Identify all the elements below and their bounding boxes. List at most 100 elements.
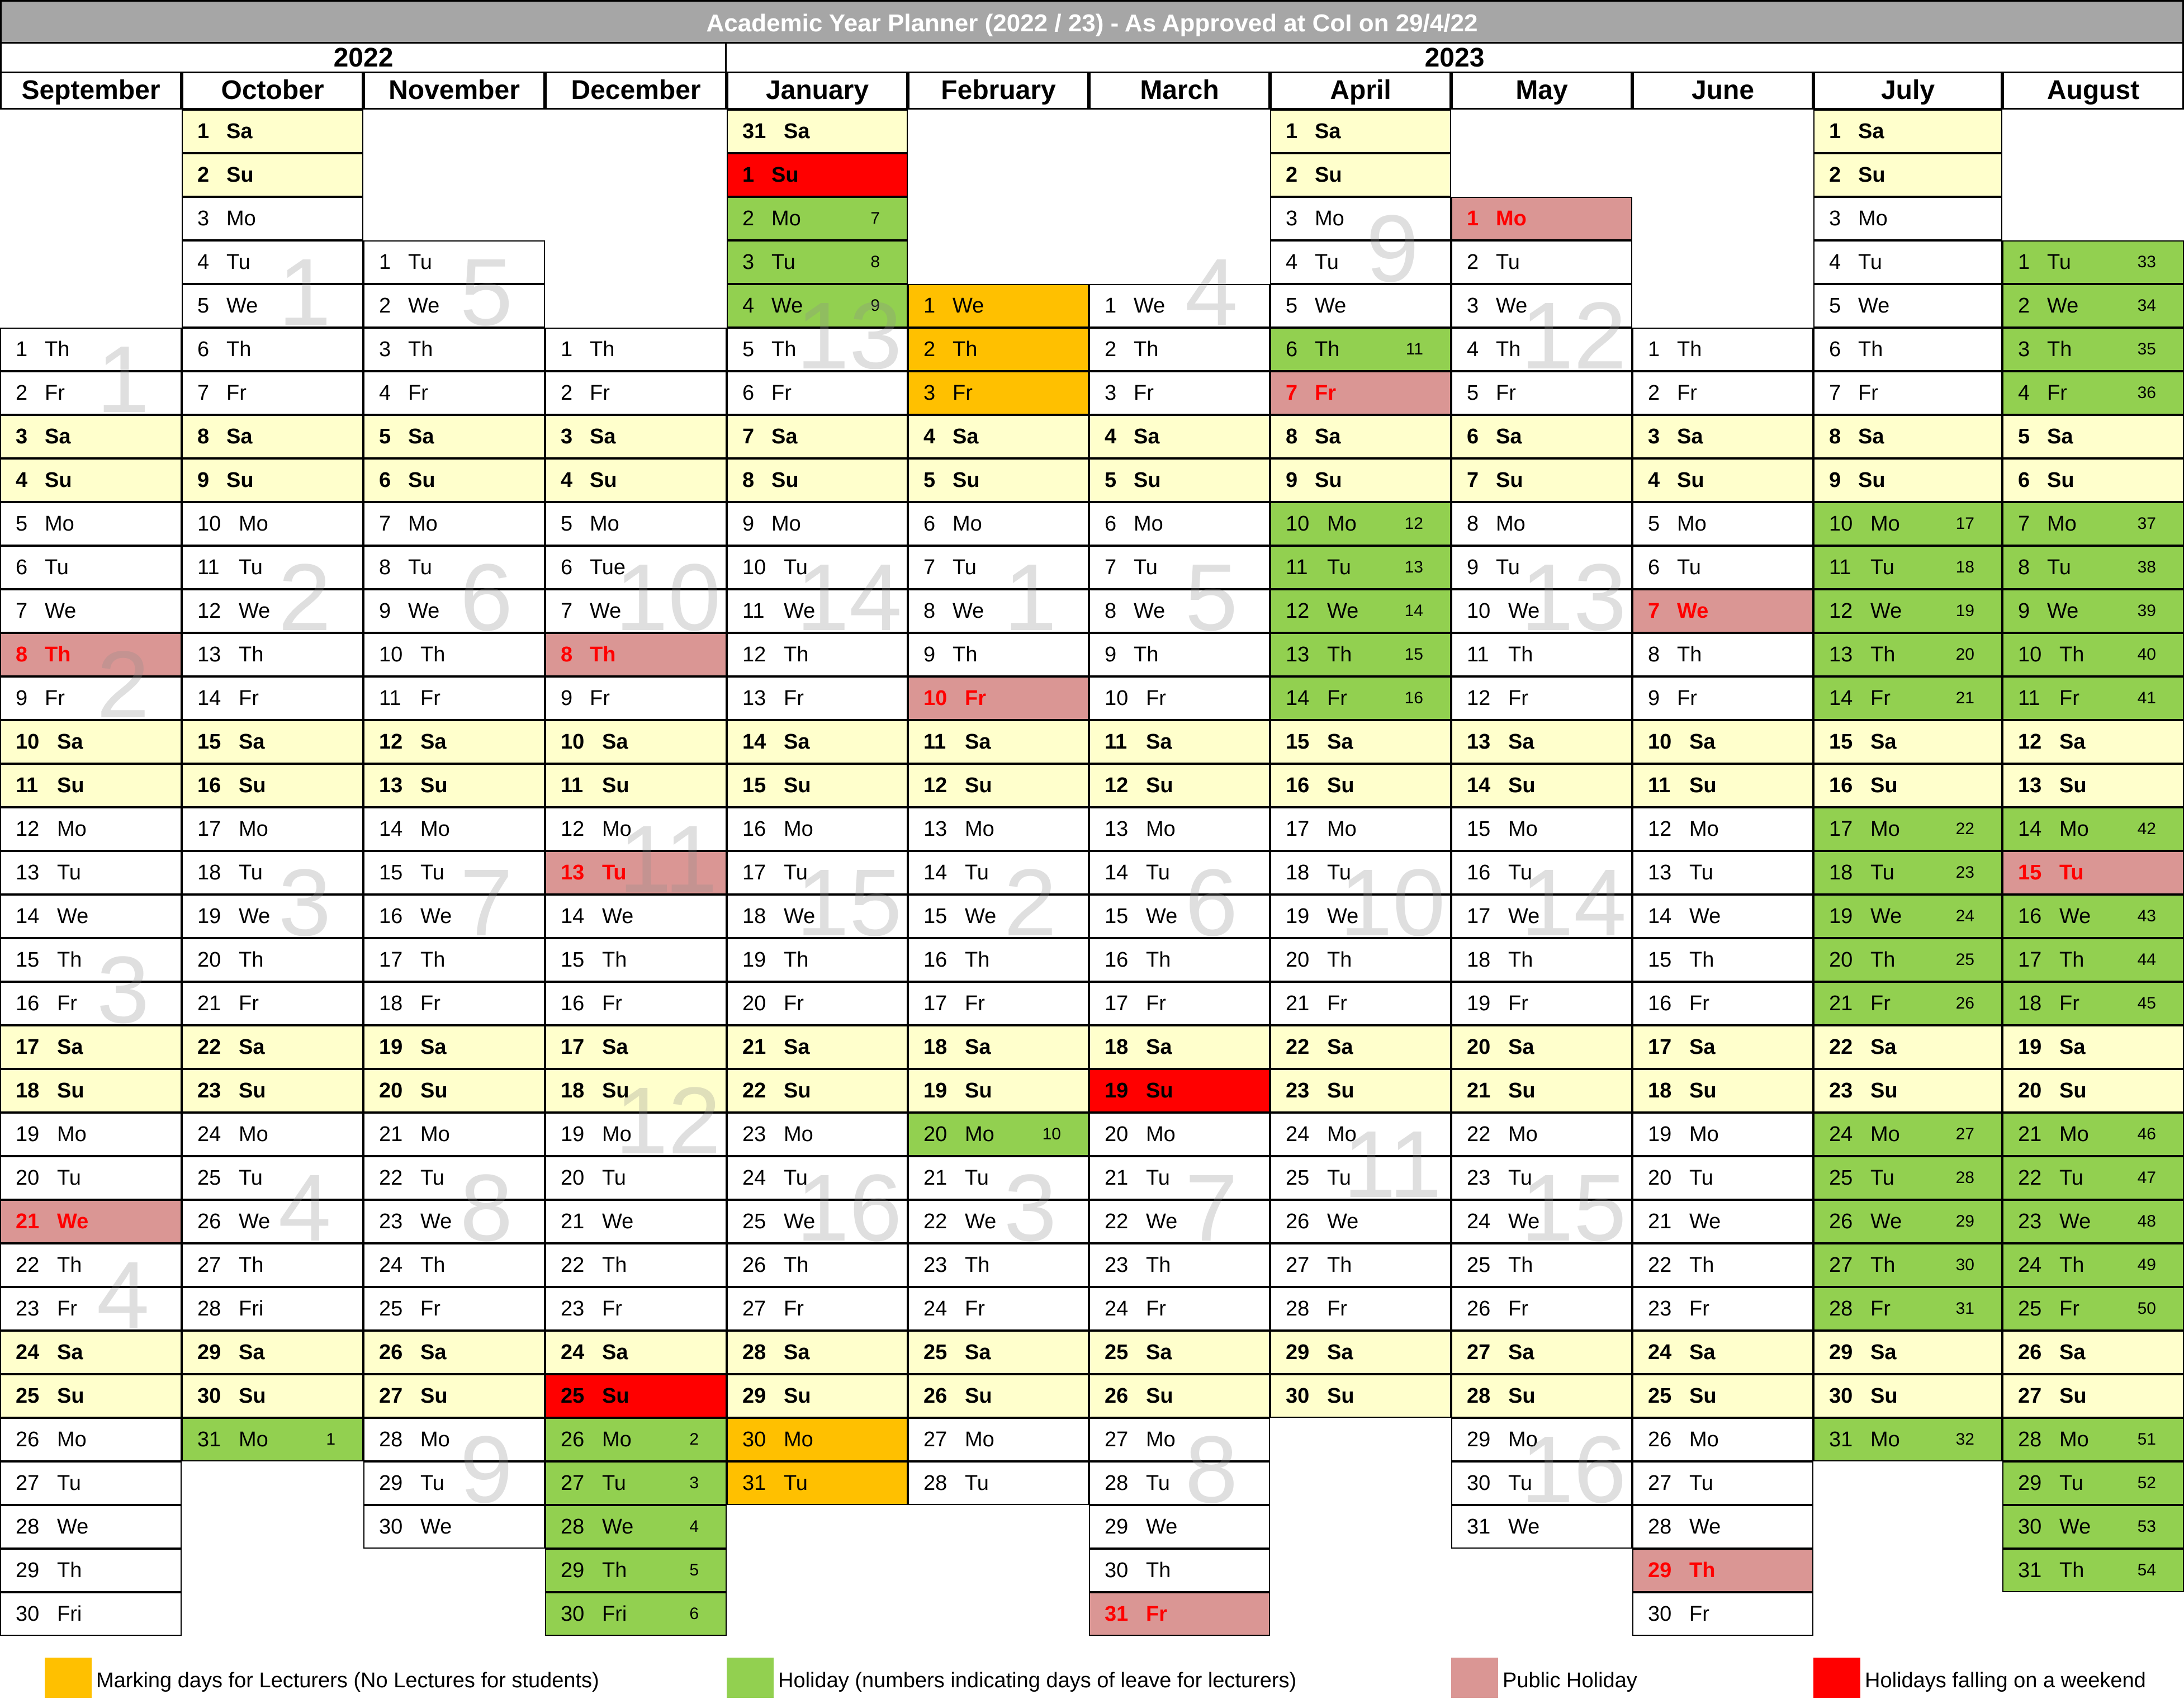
day-cell: 23 Su bbox=[1813, 1069, 2002, 1113]
day-cell: 21 We bbox=[545, 1200, 727, 1243]
month-header-august: August bbox=[2002, 72, 2184, 110]
weekday: Fr bbox=[1870, 1297, 1891, 1321]
weekday: Sa bbox=[1496, 425, 1522, 448]
day-number: 12 bbox=[1829, 599, 1853, 623]
day-number: 15 bbox=[1648, 948, 1672, 972]
day-cell: 7 Tu bbox=[908, 546, 1089, 589]
weekday: Th bbox=[57, 1559, 82, 1582]
day-cell: 8 Sa bbox=[1270, 415, 1451, 458]
weekday: Tu bbox=[45, 556, 69, 579]
weekday: Fr bbox=[2059, 1297, 2079, 1321]
day-number: 11 bbox=[197, 556, 220, 579]
day-number: 12 bbox=[2018, 730, 2042, 754]
day-cell: 5 Mo bbox=[1632, 502, 1813, 546]
weekday: Th bbox=[953, 338, 978, 361]
weekday: We bbox=[1689, 905, 1721, 928]
day-number: 17 bbox=[561, 1035, 585, 1059]
day-number: 13 bbox=[923, 817, 947, 841]
weekday: Fr bbox=[590, 687, 610, 710]
leave-day-count: 36 bbox=[2137, 384, 2156, 402]
day-cell: 9 Mo bbox=[727, 502, 908, 546]
leave-day-count: 25 bbox=[1955, 950, 1974, 969]
weekday: We bbox=[1689, 1515, 1721, 1539]
day-cell: 17 We bbox=[1451, 895, 1632, 938]
day-cell: 7 We bbox=[0, 589, 182, 633]
day-number: 23 bbox=[1286, 1079, 1310, 1102]
day-number: 25 bbox=[1829, 1166, 1853, 1190]
weekday: Th bbox=[57, 1253, 82, 1277]
weekday: Su bbox=[408, 468, 435, 492]
day-cell: 3 Fr bbox=[908, 371, 1089, 415]
day-number: 10 bbox=[379, 643, 403, 666]
weekday: Sa bbox=[1315, 120, 1341, 143]
day-number: 2 bbox=[16, 381, 28, 405]
day-number: 1 bbox=[742, 163, 755, 187]
day-cell: 8 We bbox=[1089, 589, 1270, 633]
weekday: Tu bbox=[1327, 556, 1351, 579]
day-cell: 16 Fr bbox=[545, 982, 727, 1025]
day-cell: 28 Mo 51 bbox=[2002, 1418, 2184, 1461]
year-2022: 2022 bbox=[0, 42, 727, 73]
day-number: 15 bbox=[923, 905, 947, 928]
day-cell: 10 Th bbox=[363, 633, 545, 676]
weekday: Su bbox=[2059, 1384, 2087, 1408]
day-cell: 14 Mo 42 bbox=[2002, 807, 2184, 851]
day-number: 17 bbox=[923, 992, 947, 1015]
day-number: 23 bbox=[2018, 1210, 2042, 1233]
day-number: 26 bbox=[561, 1428, 585, 1451]
weekday: Fr bbox=[1327, 992, 1347, 1015]
day-cell: 14 Fr bbox=[182, 676, 363, 720]
day-cell: 6 Tu bbox=[0, 546, 182, 589]
day-cell: 30 We 53 bbox=[2002, 1505, 2184, 1549]
day-number: 17 bbox=[16, 1035, 40, 1059]
day-cell: 23 We 48 bbox=[2002, 1200, 2184, 1243]
day-cell: 1 Th bbox=[0, 328, 182, 371]
day-number: 18 bbox=[16, 1079, 40, 1102]
day-cell: 3 We bbox=[1451, 284, 1632, 328]
weekday: Th bbox=[602, 948, 627, 972]
day-number: 24 bbox=[1286, 1123, 1310, 1146]
weekday: Tu bbox=[771, 250, 795, 274]
day-cell: 25 Su bbox=[0, 1374, 182, 1418]
weekday: Fr bbox=[965, 992, 985, 1015]
day-number: 7 bbox=[1648, 599, 1660, 623]
day-cell: 19 We bbox=[182, 895, 363, 938]
day-cell: 11 Th bbox=[1451, 633, 1632, 676]
day-cell: 30 Mo bbox=[727, 1418, 908, 1461]
day-number: 23 bbox=[742, 1123, 766, 1146]
day-cell: 30 Fr bbox=[1632, 1592, 1813, 1636]
leave-day-count: 37 bbox=[2137, 514, 2156, 533]
weekday: Sa bbox=[784, 120, 810, 143]
day-cell: 15 Th bbox=[545, 938, 727, 982]
day-number: 5 bbox=[1105, 468, 1117, 492]
day-cell: 22 Th bbox=[545, 1243, 727, 1287]
day-cell: 6 Fr bbox=[727, 371, 908, 415]
day-number: 19 bbox=[1648, 1123, 1672, 1146]
day-number: 1 bbox=[1648, 338, 1660, 361]
day-number: 2 bbox=[923, 338, 936, 361]
weekday: Fr bbox=[1858, 381, 1878, 405]
weekday: Mo bbox=[1508, 817, 1538, 841]
day-number: 19 bbox=[197, 905, 221, 928]
weekday: We bbox=[1870, 1210, 1902, 1233]
day-cell: 8 Mo bbox=[1451, 502, 1632, 546]
day-cell: 7 We bbox=[1632, 589, 1813, 633]
day-number: 21 bbox=[379, 1123, 403, 1146]
weekday: Su bbox=[602, 1384, 629, 1408]
day-cell: 30 Fri 6 bbox=[545, 1592, 727, 1636]
weekday: Su bbox=[1858, 163, 1885, 187]
weekday: We bbox=[239, 1210, 271, 1233]
day-number: 22 bbox=[197, 1035, 221, 1059]
day-number: 14 bbox=[561, 905, 585, 928]
weekday: We bbox=[226, 294, 258, 318]
day-number: 24 bbox=[1467, 1210, 1491, 1233]
day-cell: 18 We bbox=[727, 895, 908, 938]
weekday: Mo bbox=[784, 1428, 813, 1451]
day-number: 29 bbox=[197, 1341, 221, 1364]
day-cell: 20 Su bbox=[363, 1069, 545, 1113]
weekday: Mo bbox=[420, 817, 450, 841]
weekday: Mo bbox=[1689, 1428, 1719, 1451]
day-cell: 13 Tu bbox=[1632, 851, 1813, 895]
day-cell: 1 Mo bbox=[1451, 197, 1632, 240]
weekday: Tu bbox=[2059, 1471, 2083, 1495]
